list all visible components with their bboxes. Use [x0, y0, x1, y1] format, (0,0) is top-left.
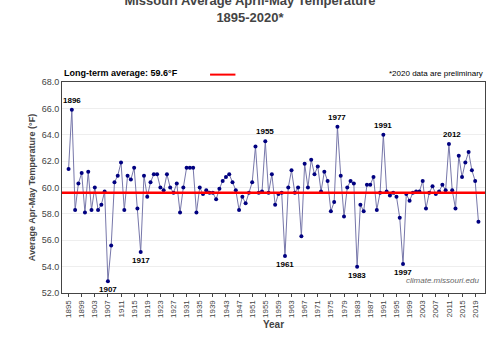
svg-text:1907: 1907 [99, 285, 117, 294]
svg-text:1991: 1991 [379, 300, 388, 318]
svg-text:64.0: 64.0 [42, 130, 60, 140]
svg-text:2011: 2011 [445, 300, 454, 318]
svg-text:1943: 1943 [222, 300, 231, 318]
svg-text:60.0: 60.0 [42, 183, 60, 193]
svg-text:Missouri Average April-May Tem: Missouri Average April-May Temperature18… [124, 0, 375, 25]
svg-text:Year: Year [263, 319, 284, 330]
svg-text:1939: 1939 [208, 300, 217, 318]
svg-text:1971: 1971 [313, 300, 322, 318]
svg-text:2015: 2015 [458, 300, 467, 318]
svg-text:1995: 1995 [392, 300, 401, 318]
svg-text:1947: 1947 [235, 300, 244, 318]
svg-text:1907: 1907 [104, 300, 113, 318]
svg-text:1935: 1935 [195, 300, 204, 318]
svg-text:1931: 1931 [182, 300, 191, 318]
svg-text:1977: 1977 [328, 113, 346, 122]
svg-text:1915: 1915 [130, 300, 139, 318]
svg-text:58.0: 58.0 [42, 209, 60, 219]
svg-text:56.0: 56.0 [42, 235, 60, 245]
svg-text:1975: 1975 [326, 300, 335, 318]
svg-text:1927: 1927 [169, 300, 178, 318]
svg-text:1955: 1955 [261, 300, 270, 318]
svg-text:1899: 1899 [77, 300, 86, 318]
svg-text:1896: 1896 [63, 96, 81, 105]
svg-text:1951: 1951 [248, 300, 257, 318]
svg-text:1991: 1991 [374, 121, 392, 130]
svg-text:Long-term average: 59.6°F: Long-term average: 59.6°F [64, 68, 178, 78]
svg-text:52.0: 52.0 [42, 288, 60, 298]
svg-text:climate.missouri.edu: climate.missouri.edu [406, 276, 479, 285]
svg-text:1963: 1963 [287, 300, 296, 318]
svg-text:2012: 2012 [443, 130, 461, 139]
svg-text:1983: 1983 [353, 300, 362, 318]
svg-text:1903: 1903 [90, 300, 99, 318]
svg-text:1923: 1923 [156, 300, 165, 318]
svg-text:1999: 1999 [405, 300, 414, 318]
svg-text:1895: 1895 [64, 300, 73, 318]
svg-text:1961: 1961 [276, 260, 294, 269]
svg-text:1955: 1955 [256, 127, 274, 136]
svg-text:1919: 1919 [143, 300, 152, 318]
svg-text:2007: 2007 [431, 300, 440, 318]
svg-text:2019: 2019 [471, 300, 480, 318]
svg-text:1911: 1911 [117, 300, 126, 318]
svg-text:2003: 2003 [418, 300, 427, 318]
svg-text:1997: 1997 [394, 268, 412, 277]
svg-text:Average Apr-May Temperature (°: Average Apr-May Temperature (°F) [27, 114, 37, 261]
svg-text:62.0: 62.0 [42, 156, 60, 166]
svg-text:1967: 1967 [300, 300, 309, 318]
svg-text:54.0: 54.0 [42, 262, 60, 272]
svg-text:1987: 1987 [366, 300, 375, 318]
svg-text:1917: 1917 [132, 256, 150, 265]
svg-text:1959: 1959 [274, 300, 283, 318]
svg-text:68.0: 68.0 [42, 77, 60, 87]
svg-text:1983: 1983 [348, 271, 366, 280]
svg-text:*2020 data are preliminary: *2020 data are preliminary [389, 69, 483, 78]
svg-text:66.0: 66.0 [42, 104, 60, 114]
svg-text:1979: 1979 [340, 300, 349, 318]
